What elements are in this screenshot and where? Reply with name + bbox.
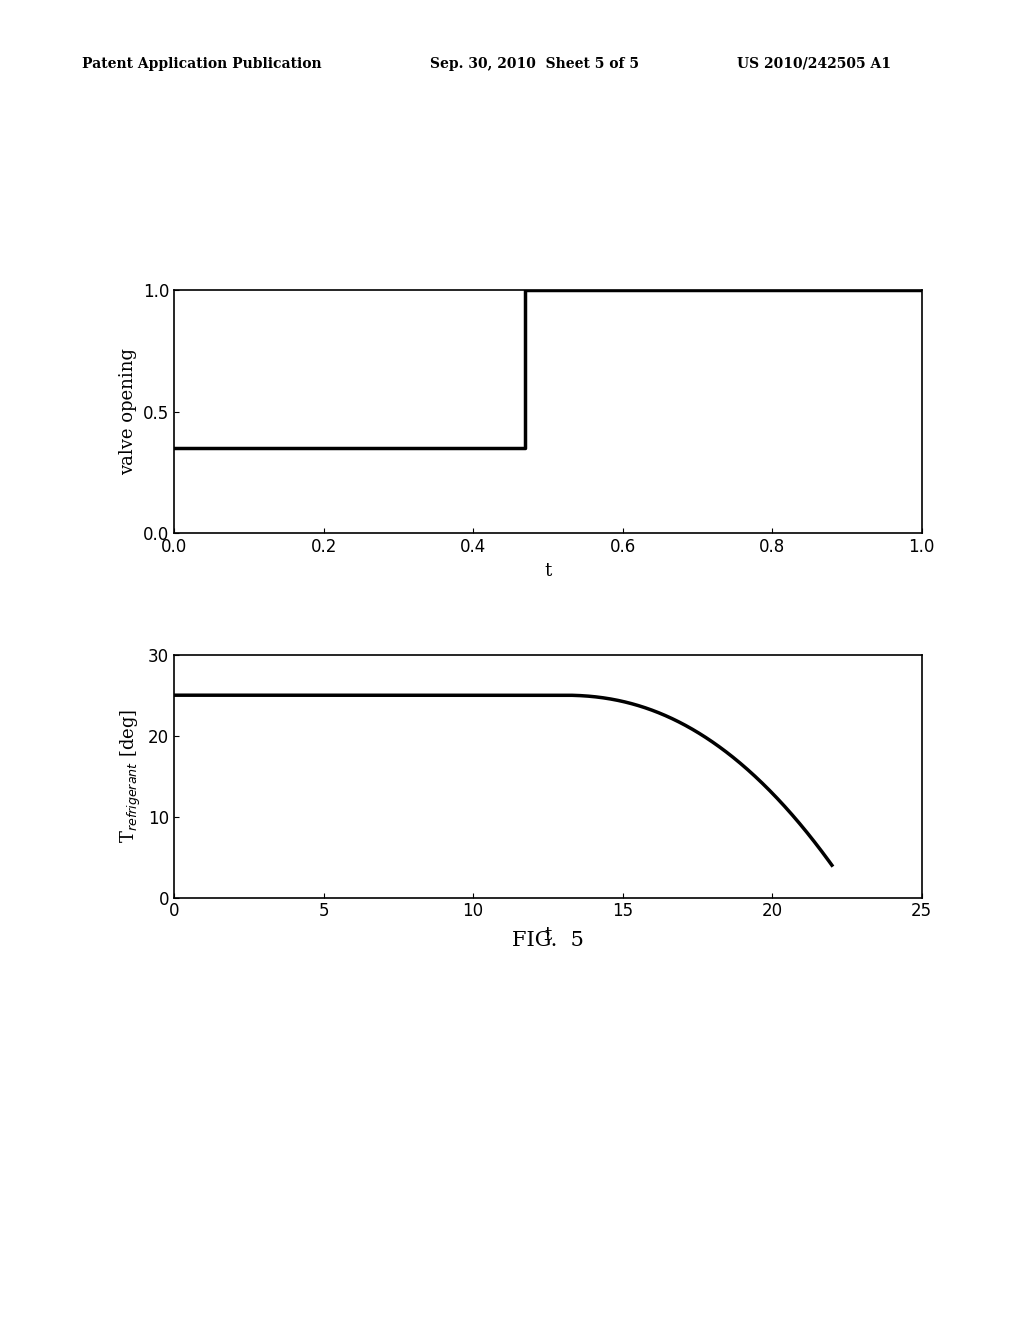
Y-axis label: T$_{refrigerant}$ [deg]: T$_{refrigerant}$ [deg] <box>119 709 142 843</box>
Text: Patent Application Publication: Patent Application Publication <box>82 57 322 71</box>
Text: US 2010/242505 A1: US 2010/242505 A1 <box>737 57 891 71</box>
Y-axis label: valve opening: valve opening <box>119 348 137 475</box>
X-axis label: t: t <box>544 562 552 579</box>
Text: FIG.  5: FIG. 5 <box>512 931 584 949</box>
X-axis label: t: t <box>544 927 552 944</box>
Text: Sep. 30, 2010  Sheet 5 of 5: Sep. 30, 2010 Sheet 5 of 5 <box>430 57 639 71</box>
